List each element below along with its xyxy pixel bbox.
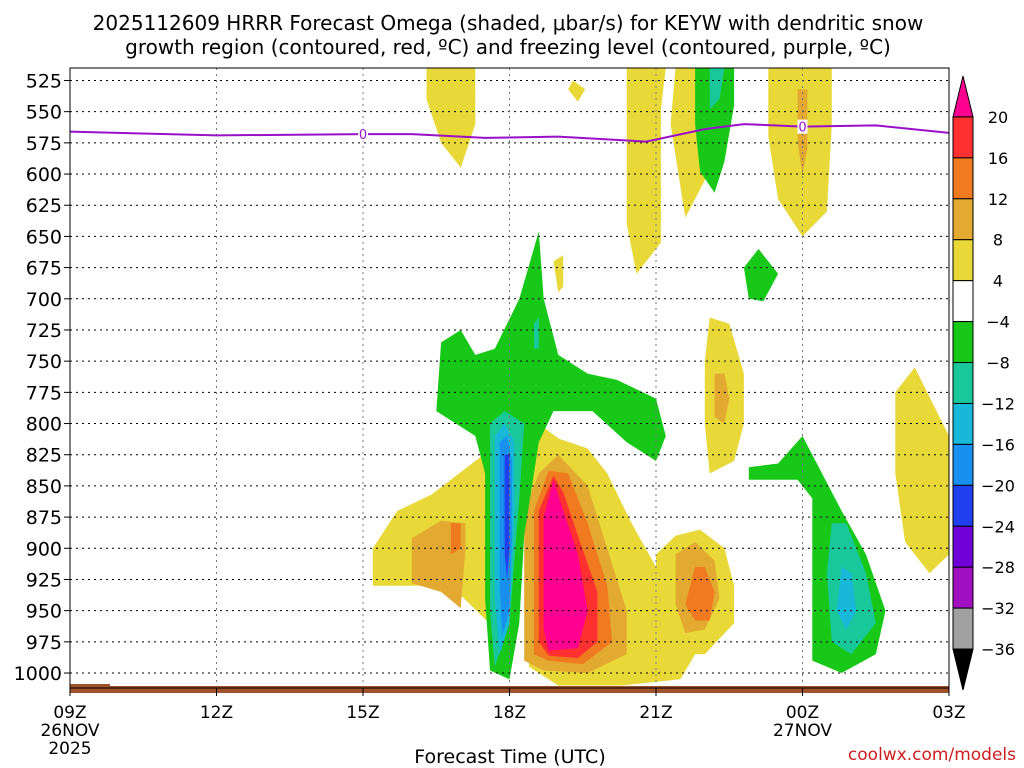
- colorbar-label-4: 4: [993, 272, 1003, 291]
- x-tick-label-21Z: 21Z: [639, 703, 672, 723]
- omega-region-cyan-right: [836, 567, 857, 630]
- x-tick-label-18Z: 18Z: [493, 703, 526, 723]
- x-tick-year-09Z: 2025: [48, 739, 91, 759]
- colorbar-label-1: 16: [988, 149, 1008, 168]
- colorbar-label-8: −16: [981, 435, 1015, 454]
- y-tick-label-825: 825: [26, 445, 62, 467]
- colorbar-bin-11: [952, 525, 974, 568]
- omega-shaded-regions: [372, 68, 949, 686]
- y-tick-label-600: 600: [26, 164, 62, 186]
- y-tick-label-950: 950: [26, 601, 62, 623]
- y-tick-label-750: 750: [26, 351, 62, 373]
- y-tick-label-875: 875: [26, 507, 62, 529]
- colorbar-label-13: −36: [981, 640, 1015, 659]
- colorbar-label-11: −28: [981, 558, 1015, 577]
- freezing-label-bg: [797, 119, 808, 134]
- colorbar-label-3: 8: [993, 231, 1003, 250]
- colorbar-bin-12: [952, 566, 974, 609]
- x-tick-date-00Z: 27NOV: [773, 721, 832, 741]
- y-tick-label-625: 625: [26, 195, 62, 217]
- colorbar: 20 16 12 8 4 −4 −8 −12 −16 −20 −24 −28 −32 −36: [952, 75, 1015, 691]
- omega-region-green-top: [695, 68, 735, 193]
- colorbar-label-5: −4: [986, 313, 1010, 332]
- colorbar-bin-3: [952, 198, 974, 241]
- omega-region-green-diamond: [743, 248, 779, 302]
- omega-region-orange-right-c-dark: [685, 567, 715, 621]
- y-tick-label-675: 675: [26, 258, 62, 280]
- x-tick-label-09Z: 09Z: [53, 703, 86, 723]
- x-tick-date-09Z: 26NOV: [40, 721, 99, 741]
- omega-region-orange-right-a: [714, 373, 730, 424]
- omega-region-yellow-top-a: [426, 68, 476, 168]
- y-tick-label-925: 925: [26, 569, 62, 591]
- omega-region-yellow-dot-b: [553, 255, 564, 293]
- x-tick-label-12Z: 12Z: [200, 703, 233, 723]
- x-axis-label: Forecast Time (UTC): [414, 746, 605, 768]
- y-axis-ticks: 525 550 575 600 625 650 675 700 725 750 775 800 825 8…: [14, 70, 70, 685]
- x-tick-label-15Z: 15Z: [346, 703, 379, 723]
- colorbar-label-12: −32: [981, 599, 1015, 618]
- omega-region-orange-left-dark: [450, 523, 461, 555]
- terrain-bump: [70, 684, 110, 687]
- freezing-label-bg: [358, 127, 368, 142]
- omega-region-teal-small: [533, 317, 539, 349]
- y-tick-label-900: 900: [26, 538, 62, 560]
- y-tick-label-800: 800: [26, 414, 62, 436]
- x-tick-label-00Z: 00Z: [786, 703, 819, 723]
- gridlines: [70, 68, 949, 688]
- omega-region-yellow-top-b: [626, 68, 666, 274]
- chart-title-line2: growth region (contoured, red, ºC) and f…: [125, 35, 891, 59]
- colorbar-bin-6: [952, 321, 974, 364]
- colorbar-label-9: −20: [981, 476, 1015, 495]
- y-tick-label-1000: 1000: [14, 663, 62, 685]
- colorbar-bin-1: [952, 116, 974, 159]
- y-tick-label-725: 725: [26, 320, 62, 342]
- omega-region-yellow-right-b: [895, 367, 949, 574]
- credit-text: coolwx.com/models: [848, 745, 1016, 765]
- y-tick-label-850: 850: [26, 476, 62, 498]
- x-tick-label-03Z: 03Z: [932, 703, 965, 723]
- chart-title-line1: 2025112609 HRRR Forecast Omega (shaded, …: [93, 11, 924, 35]
- colorbar-label-10: −24: [981, 517, 1015, 536]
- colorbar-label-6: −8: [986, 354, 1010, 373]
- colorbar-arrow-bottom: [952, 648, 974, 691]
- colorbar-label-7: −12: [981, 394, 1015, 413]
- colorbar-bin-7: [952, 362, 974, 404]
- omega-region-magenta-center: [543, 479, 588, 651]
- colorbar-bin-5: [952, 280, 974, 323]
- y-tick-label-575: 575: [26, 133, 62, 155]
- omega-region-yellow-dot-a: [568, 80, 586, 102]
- colorbar-bin-2: [952, 157, 974, 200]
- y-tick-label-650: 650: [26, 226, 62, 248]
- y-tick-label-700: 700: [26, 289, 62, 311]
- freezing-level-line: [69, 123, 950, 143]
- colorbar-bin-10: [952, 484, 974, 527]
- y-tick-label-525: 525: [26, 70, 62, 92]
- colorbar-bin-8: [952, 402, 974, 445]
- colorbar-arrow-top: [952, 75, 974, 118]
- freezing-level-label: 0: [798, 121, 806, 136]
- colorbar-label-0: 20: [988, 108, 1008, 127]
- y-tick-label-775: 775: [26, 382, 62, 404]
- colorbar-label-2: 12: [988, 190, 1008, 209]
- y-tick-label-975: 975: [26, 632, 62, 654]
- freezing-level-label: 0: [359, 128, 367, 143]
- omega-region-green-right: [748, 436, 886, 673]
- omega-region-teal-top: [709, 68, 725, 110]
- colorbar-bin-13: [952, 607, 974, 650]
- colorbar-bin-9: [952, 443, 974, 486]
- y-tick-label-550: 550: [26, 102, 62, 124]
- colorbar-bin-4: [952, 239, 974, 282]
